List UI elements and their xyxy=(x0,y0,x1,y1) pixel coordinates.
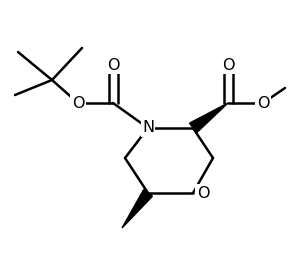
Text: O: O xyxy=(197,186,209,200)
Text: O: O xyxy=(72,95,84,111)
Polygon shape xyxy=(122,190,152,228)
Text: O: O xyxy=(257,95,269,111)
Polygon shape xyxy=(190,103,228,133)
Text: N: N xyxy=(142,121,154,136)
Text: O: O xyxy=(107,58,119,73)
Text: O: O xyxy=(222,58,234,73)
